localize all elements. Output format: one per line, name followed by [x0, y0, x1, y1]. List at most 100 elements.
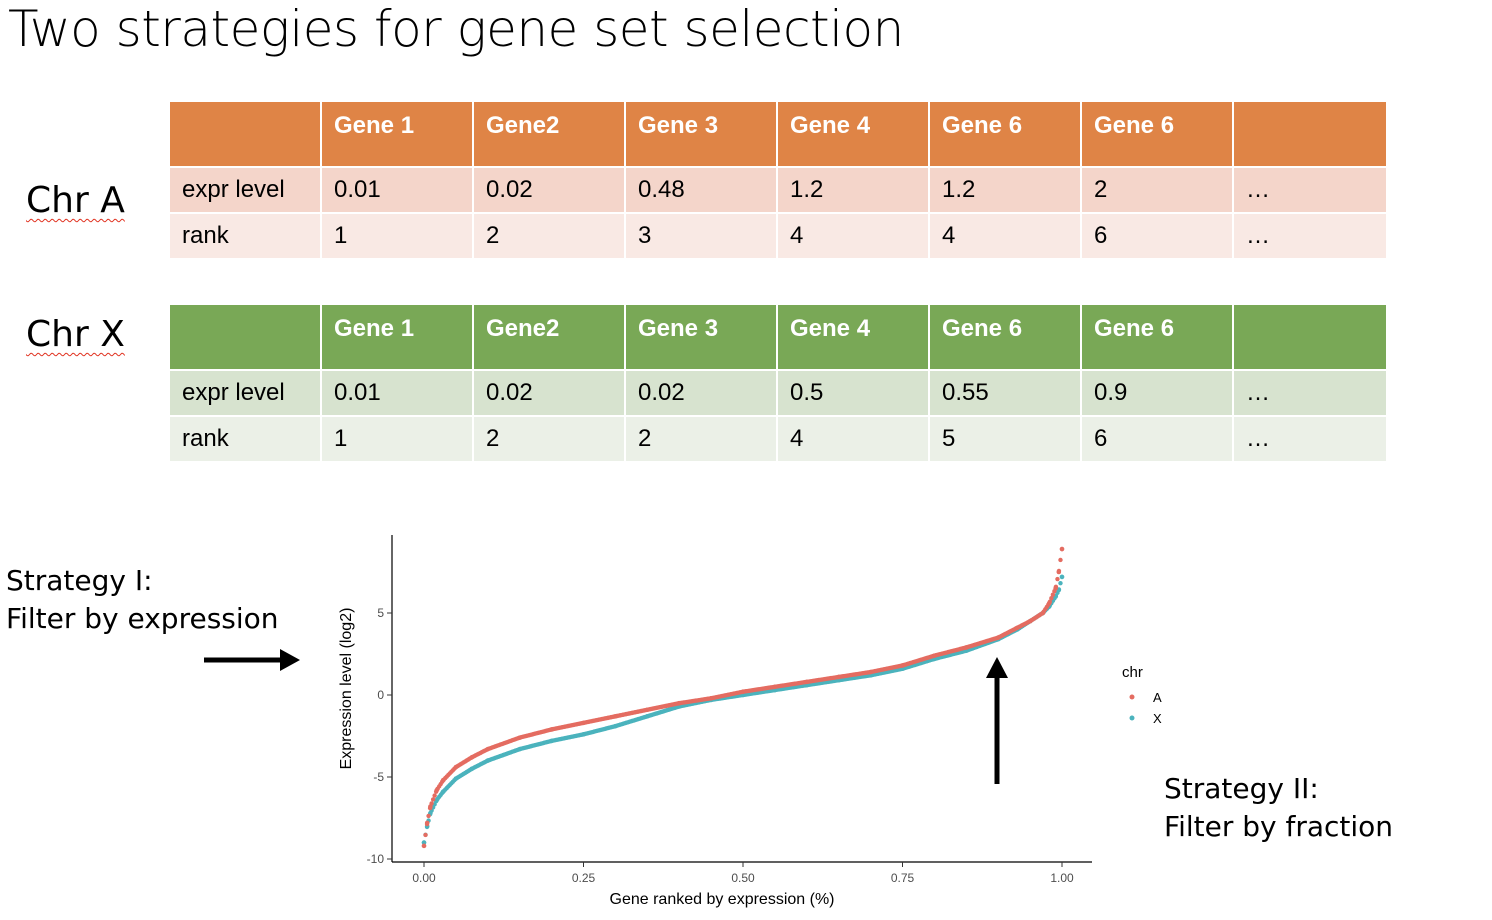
data-point [432, 793, 437, 798]
table-row: rank 1 2 3 4 4 6 … [170, 214, 1386, 260]
legend-key-a [1129, 694, 1135, 700]
table-cell: rank [170, 214, 322, 260]
chr-a-header-cell: Gene 6 [930, 102, 1082, 168]
table-cell: 2 [626, 417, 778, 463]
chr-a-header-cell [170, 102, 322, 168]
chr-x-header-cell: Gene2 [474, 305, 626, 371]
data-point [426, 813, 431, 819]
table-cell: 0.9 [1082, 371, 1234, 417]
table-cell: 0.02 [474, 371, 626, 417]
data-point [1058, 557, 1063, 563]
table-cell: 2 [474, 214, 626, 260]
up-arrow-icon [986, 657, 1008, 784]
series-x [421, 574, 1065, 845]
data-point [424, 821, 430, 827]
chr-a-header-cell: Gene 4 [778, 102, 930, 168]
table-cell: 5 [930, 417, 1082, 463]
strategy-2-label: Strategy II: Filter by fraction [1164, 770, 1393, 846]
data-point [1053, 584, 1059, 590]
y-axis-title: Expression level (log2) [338, 608, 355, 770]
chr-a-label: Chr A [26, 180, 125, 221]
chr-x-table: Gene 1 Gene2 Gene 3 Gene 4 Gene 6 Gene 6… [170, 305, 1386, 463]
x-tick-label: 0.75 [891, 871, 915, 885]
legend-label-a: A [1153, 690, 1162, 705]
table-cell: 0.48 [626, 168, 778, 214]
table-cell: 0.02 [626, 371, 778, 417]
chr-x-header-row: Gene 1 Gene2 Gene 3 Gene 4 Gene 6 Gene 6 [170, 305, 1386, 371]
strategy-1-line1: Strategy I: [6, 564, 153, 597]
chr-x-header-cell: Gene 1 [322, 305, 474, 371]
slide-title: Two strategies for gene set selection [8, 0, 904, 58]
table-cell: 1.2 [930, 168, 1082, 214]
strategy-2-line2: Filter by fraction [1164, 810, 1394, 843]
x-axis-title: Gene ranked by expression (%) [610, 891, 835, 908]
y-tick-label: -5 [373, 770, 384, 784]
table-cell: 6 [1082, 214, 1234, 260]
chart-axes: 0.00 0.25 0.50 0.75 1.00 -10 -5 0 5 Gene ranked b… [338, 535, 1092, 908]
table-cell: 0.55 [930, 371, 1082, 417]
table-cell: … [1234, 214, 1386, 260]
table-cell: 0.01 [322, 168, 474, 214]
y-tick-label: 5 [377, 606, 384, 620]
chr-a-header-row: Gene 1 Gene2 Gene 3 Gene 4 Gene 6 Gene 6 [170, 102, 1386, 168]
table-row: expr level 0.01 0.02 0.02 0.5 0.55 0.9 … [170, 371, 1386, 417]
chr-x-label-text: Chr X [26, 314, 125, 355]
x-tick-label: 0.25 [572, 871, 596, 885]
table-cell: 2 [474, 417, 626, 463]
chr-a-label-text: Chr A [26, 180, 125, 221]
strategy-1-line2: Filter by expression [6, 602, 279, 635]
table-row: expr level 0.01 0.02 0.48 1.2 1.2 2 … [170, 168, 1386, 214]
data-point [1052, 589, 1057, 594]
legend-title: chr [1122, 664, 1143, 681]
legend-label-x: X [1153, 711, 1162, 726]
data-point [427, 805, 433, 811]
x-tick-label: 0.00 [412, 871, 436, 885]
table-cell: 0.02 [474, 168, 626, 214]
table-cell: … [1234, 371, 1386, 417]
strategy-1-label: Strategy I: Filter by expression [6, 562, 279, 638]
table-cell: 4 [778, 417, 930, 463]
chr-a-table: Gene 1 Gene2 Gene 3 Gene 4 Gene 6 Gene 6… [170, 102, 1386, 260]
chr-x-header-cell: Gene 6 [1082, 305, 1234, 371]
data-point [1059, 574, 1065, 580]
chr-a-header-cell: Gene2 [474, 102, 626, 168]
table-cell: 6 [1082, 417, 1234, 463]
table-cell: … [1234, 417, 1386, 463]
table-cell: 2 [1082, 168, 1234, 214]
x-tick-label: 1.00 [1050, 871, 1074, 885]
data-point [1056, 568, 1062, 574]
chr-x-header-cell: Gene 4 [778, 305, 930, 371]
chr-x-label: Chr X [26, 314, 125, 355]
table-cell: 1 [322, 214, 474, 260]
chr-x-header-cell: Gene 6 [930, 305, 1082, 371]
table-cell: 1 [322, 417, 474, 463]
data-point [1059, 546, 1065, 552]
data-point [421, 840, 427, 845]
table-cell: 4 [930, 214, 1082, 260]
table-cell: 3 [626, 214, 778, 260]
table-cell: 0.01 [322, 371, 474, 417]
x-tick-label: 0.50 [731, 871, 755, 885]
y-tick-label: 0 [377, 688, 384, 702]
y-tick-label: -10 [367, 852, 385, 866]
table-cell: … [1234, 168, 1386, 214]
table-cell: expr level [170, 371, 322, 417]
chr-x-header-cell [1234, 305, 1386, 371]
chr-a-header-cell [1234, 102, 1386, 168]
chart-points [421, 546, 1065, 849]
data-point [423, 832, 428, 838]
chr-a-header-cell: Gene 3 [626, 102, 778, 168]
expression-rank-chart: 0.00 0.25 0.50 0.75 1.00 -10 -5 0 5 Gene ranked b… [338, 535, 1162, 908]
chr-a-header-cell: Gene 1 [322, 102, 474, 168]
table-cell: expr level [170, 168, 322, 214]
data-point [421, 843, 427, 849]
table-cell: 1.2 [778, 168, 930, 214]
data-point [429, 801, 434, 806]
table-row: rank 1 2 2 4 5 6 … [170, 417, 1386, 463]
right-arrow-icon [204, 649, 300, 671]
data-point [1055, 576, 1060, 582]
table-cell: 0.5 [778, 371, 930, 417]
table-cell: rank [170, 417, 322, 463]
chr-a-header-cell: Gene 6 [1082, 102, 1234, 168]
data-point [1049, 596, 1054, 601]
